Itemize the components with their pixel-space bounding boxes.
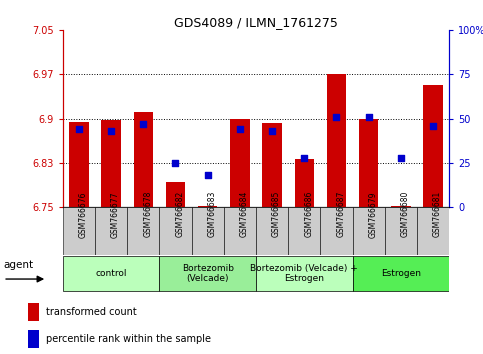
Point (204, 172, 212, 178)
Text: GSM766685: GSM766685 (272, 191, 281, 238)
Point (429, 123, 437, 129)
Bar (198, 206, 217, 207)
Point (333, 114, 341, 120)
Text: GSM766680: GSM766680 (401, 191, 410, 238)
Bar (256, 256, 353, 291)
Point (171, 160, 179, 166)
Bar (417, 207, 449, 255)
Point (140, 121, 147, 127)
Point (236, 126, 244, 132)
Point (268, 128, 276, 134)
Text: GSM766676: GSM766676 (79, 191, 88, 238)
Text: GSM766682: GSM766682 (175, 191, 185, 238)
Text: Bortezomib (Velcade) +
Estrogen: Bortezomib (Velcade) + Estrogen (250, 264, 358, 283)
Bar (320, 207, 353, 255)
Point (300, 155, 308, 160)
Bar (256, 207, 288, 255)
Bar (101, 120, 121, 207)
Text: agent: agent (3, 260, 33, 270)
Bar (63, 207, 95, 255)
Bar (166, 182, 185, 207)
Text: percentile rank within the sample: percentile rank within the sample (46, 334, 211, 344)
Text: control: control (95, 269, 127, 278)
Text: GSM766677: GSM766677 (111, 191, 120, 238)
Bar (288, 207, 320, 255)
Text: GSM766678: GSM766678 (143, 191, 152, 238)
Bar (295, 159, 314, 207)
Bar (353, 256, 449, 291)
Text: GSM766679: GSM766679 (369, 191, 378, 238)
Bar (69, 121, 88, 207)
Title: GDS4089 / ILMN_1761275: GDS4089 / ILMN_1761275 (174, 16, 338, 29)
Bar (224, 207, 256, 255)
Bar (159, 207, 192, 255)
Text: transformed count: transformed count (46, 307, 137, 317)
Bar (230, 119, 250, 207)
Bar (28, 303, 40, 321)
Text: Bortezomib
(Velcade): Bortezomib (Velcade) (182, 264, 234, 283)
Point (365, 114, 372, 120)
Bar (127, 207, 159, 255)
Bar (159, 256, 256, 291)
Bar (359, 119, 378, 207)
Bar (327, 74, 346, 207)
Bar (28, 330, 40, 348)
Bar (134, 112, 153, 207)
Text: GSM766683: GSM766683 (208, 191, 217, 238)
Bar (262, 123, 282, 207)
Point (107, 128, 115, 134)
Text: GSM766684: GSM766684 (240, 191, 249, 238)
Bar (353, 207, 385, 255)
Bar (63, 256, 159, 291)
Bar (192, 207, 224, 255)
Text: GSM766681: GSM766681 (433, 191, 442, 238)
Point (75, 126, 83, 132)
Bar (385, 207, 417, 255)
Bar (391, 206, 411, 207)
Point (397, 155, 405, 160)
Bar (424, 85, 443, 207)
Bar (95, 207, 127, 255)
Text: GSM766687: GSM766687 (337, 191, 345, 238)
Text: Estrogen: Estrogen (381, 269, 421, 278)
Text: GSM766686: GSM766686 (304, 191, 313, 238)
